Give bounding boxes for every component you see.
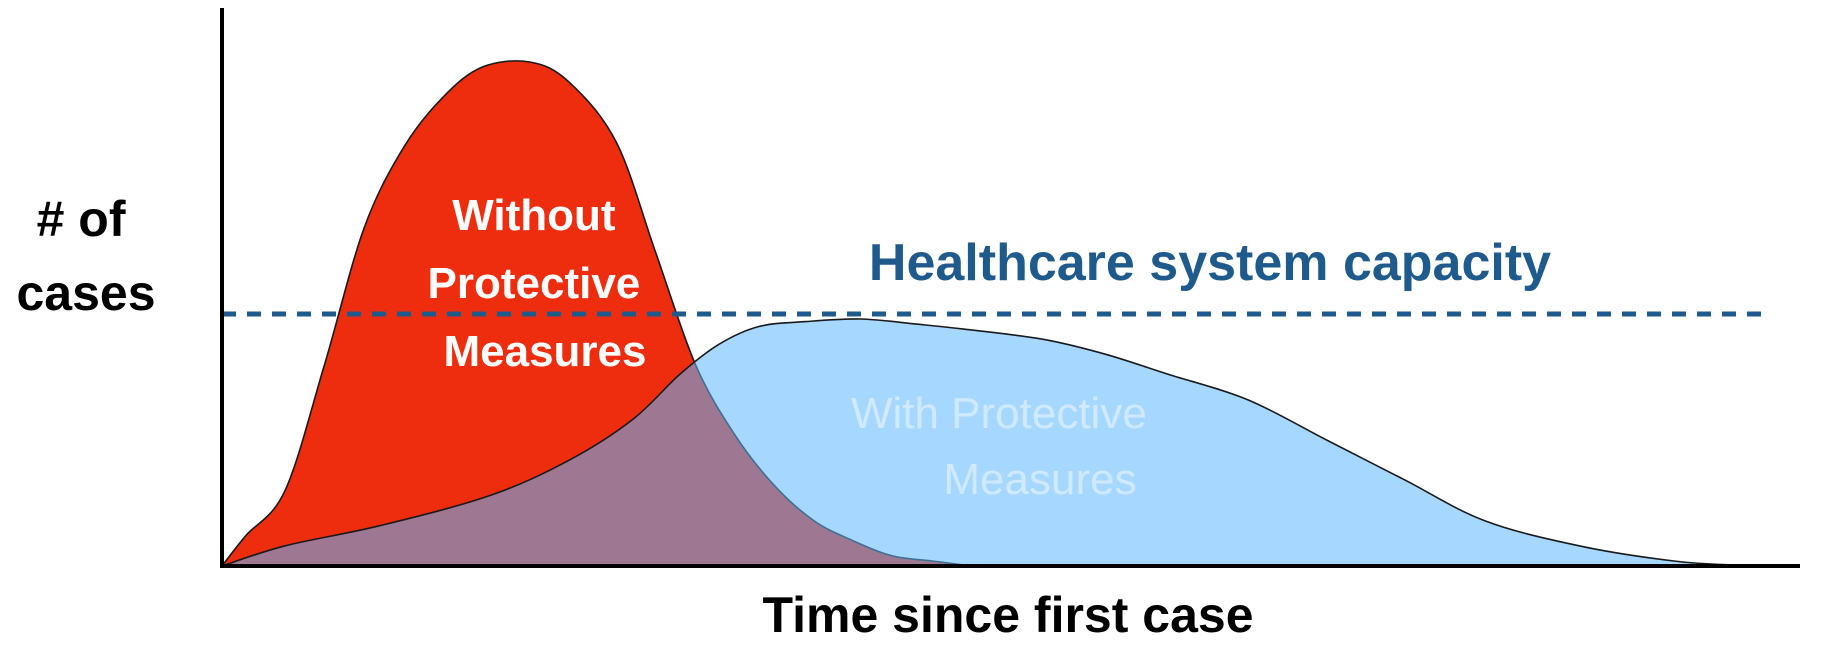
series-with-label: With Protective Measures [851,389,1159,504]
series-without-label: Without Protective Measures [428,191,653,376]
series-without-label-line-3: Measures [443,327,646,376]
area-layer [220,60,1801,567]
series-with-label-line-2: Measures [943,455,1136,504]
y-axis-label-line-1: # of [37,191,126,247]
series-with-label-line-1: With Protective [851,389,1147,438]
x-axis-label: Time since first case [762,587,1253,643]
series-without-label-line-1: Without [452,191,616,240]
y-axis-label-line-2: cases [16,265,155,321]
series-without-label-line-2: Protective [428,259,641,308]
capacity-label: Healthcare system capacity [869,234,1551,292]
y-axis-label: # of cases [16,191,155,321]
series-with-area [221,318,1801,567]
